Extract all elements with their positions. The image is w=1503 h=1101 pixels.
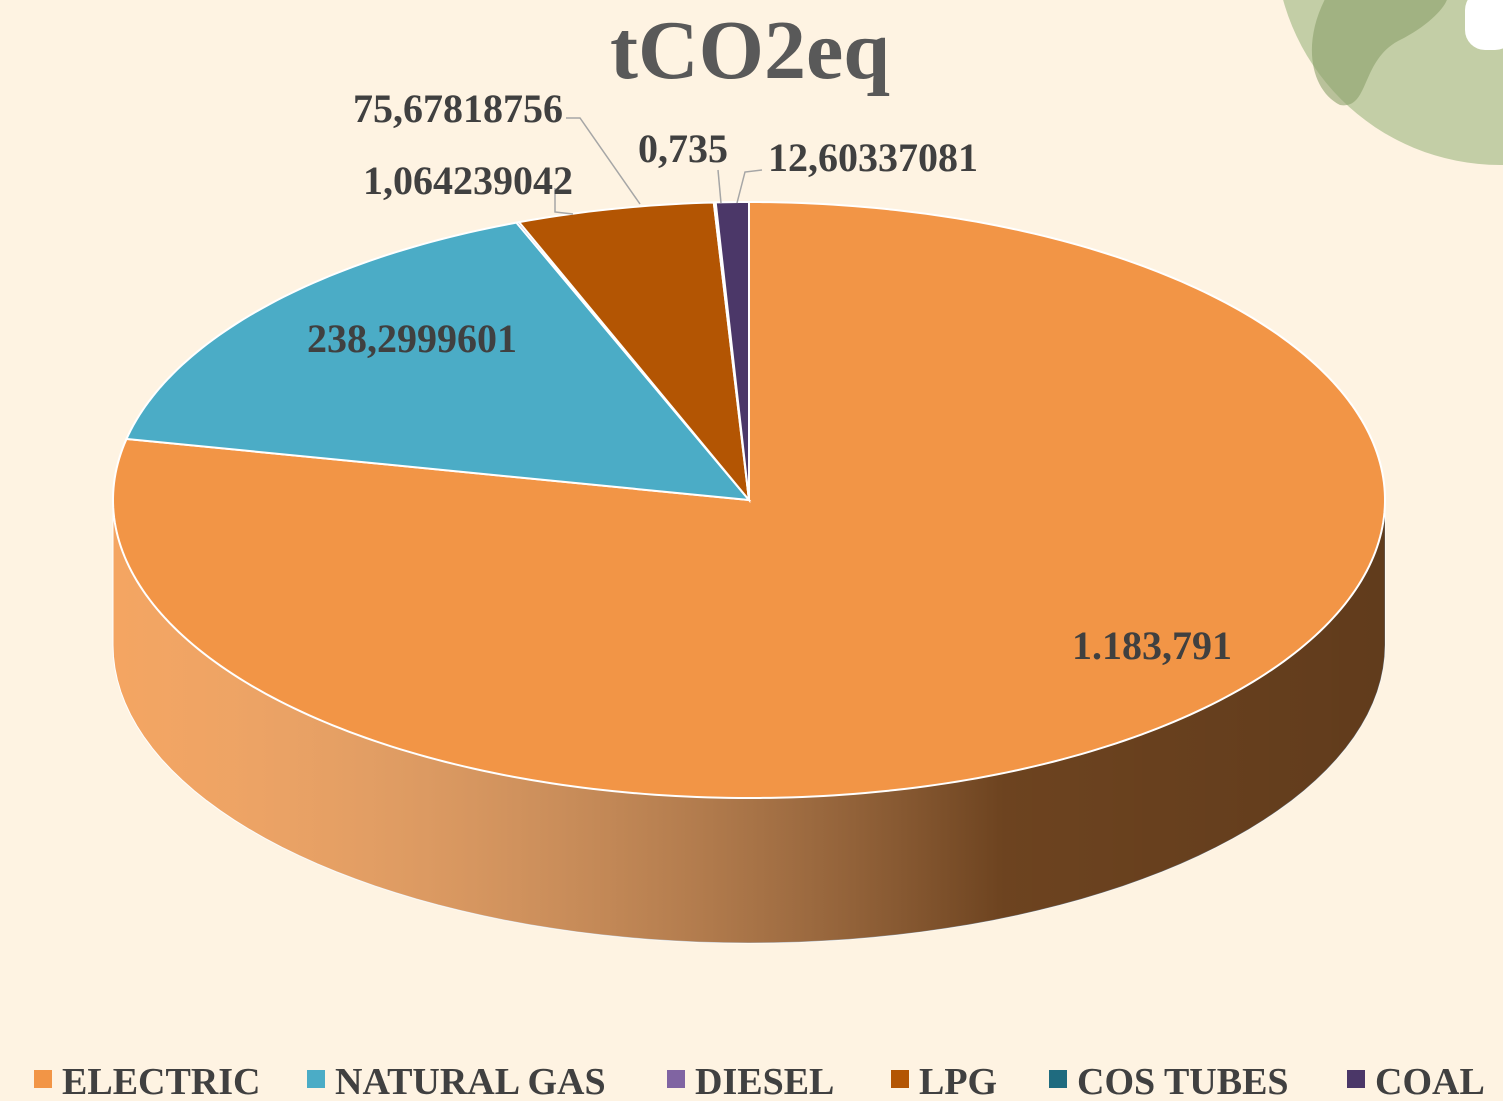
data-label: 1,064239042 [363,158,573,203]
leader-line [566,118,640,204]
decoration [1275,0,1503,165]
data-label: 1.183,791 [1072,623,1232,668]
legend-label: NATURAL GAS [335,1061,606,1101]
pie [113,202,1385,943]
legend-label: COAL [1375,1061,1485,1101]
legend-label: ELECTRIC [62,1061,261,1101]
legend-swatch [1049,1070,1067,1088]
legend-swatch [891,1070,909,1088]
data-label: 12,60337081 [768,135,978,180]
legend-swatch [307,1070,325,1088]
data-label: 75,67818756 [353,86,563,131]
legend-label: COS TUBES [1077,1061,1289,1101]
page: {"chart_data": {"type": "pie3d", "title"… [0,0,1503,1101]
data-label: 0,735 [638,126,728,171]
legend-label: LPG [919,1061,997,1101]
leader-line [737,170,762,203]
legend-swatch [667,1070,685,1088]
legend-swatch [34,1070,52,1088]
chart: tCO2eq 1.183,791 238,2999601 1,064239042 75… [0,0,1503,1101]
legend-label: DIESEL [695,1061,834,1101]
legend: ELECTRIC NATURAL GAS DIESEL LPG COS TUBES COA… [34,1061,1485,1101]
leader-line [718,170,721,203]
legend-swatch [1347,1070,1365,1088]
chart-title: tCO2eq [610,4,890,97]
data-label: 238,2999601 [307,316,517,361]
